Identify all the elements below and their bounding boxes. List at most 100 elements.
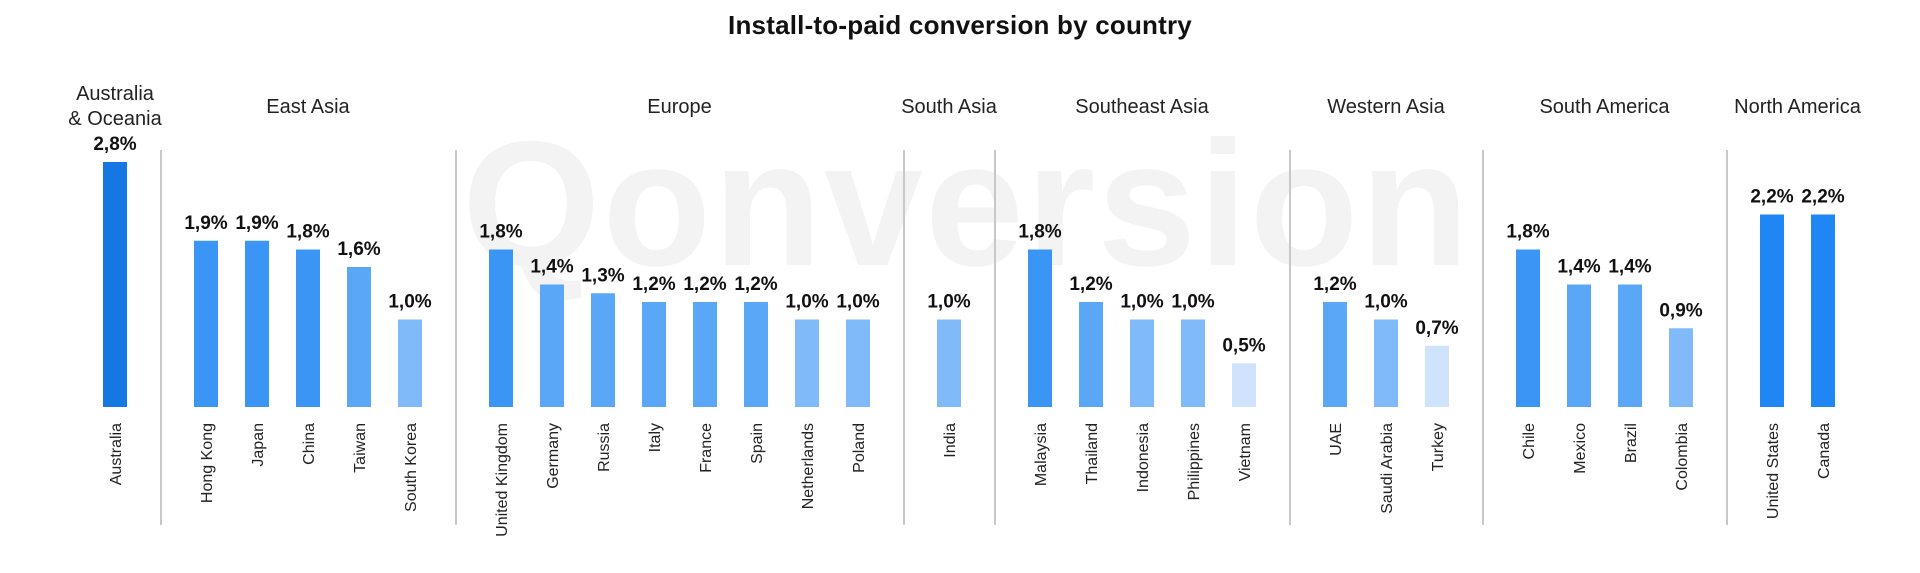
- region-label-east-asia: East Asia: [266, 96, 350, 118]
- bar-saudi-arabia: [1374, 319, 1398, 407]
- bar-south-korea: [398, 319, 422, 407]
- bar-poland: [846, 319, 870, 407]
- value-label-uae: 1,2%: [1313, 274, 1356, 295]
- category-label-south-korea: South Korea: [403, 423, 420, 512]
- value-label-hong-kong: 1,9%: [184, 213, 227, 234]
- value-labels: 2,8% 1,9% 1,9% 1,8% 1,6% 1,0% 1,8% 1,4% 1,3% 1,2%…: [93, 134, 1844, 356]
- bar-thailand: [1079, 302, 1103, 407]
- bar-japan: [245, 240, 269, 407]
- value-label-philippines: 1,0%: [1171, 292, 1214, 313]
- chart-title: Install-to-paid conversion by country: [728, 10, 1192, 40]
- category-label-china: China: [301, 423, 318, 465]
- value-label-taiwan: 1,6%: [337, 239, 380, 260]
- bar-spain: [744, 302, 768, 407]
- category-label-canada: Canada: [1816, 423, 1833, 479]
- bar-netherlands: [795, 319, 819, 407]
- region-label-south-asia: South Asia: [901, 96, 998, 118]
- category-label-italy: Italy: [647, 423, 664, 452]
- category-label-colombia: Colombia: [1674, 423, 1691, 491]
- category-label-russia: Russia: [596, 423, 613, 472]
- category-label-australia: Australia: [108, 423, 125, 485]
- value-label-united-states: 2,2%: [1750, 187, 1793, 208]
- value-label-south-korea: 1,0%: [388, 292, 431, 313]
- bar-indonesia: [1130, 319, 1154, 407]
- region-label-southeast-asia: Southeast Asia: [1075, 96, 1209, 118]
- category-label-malaysia: Malaysia: [1033, 423, 1050, 486]
- value-label-france: 1,2%: [683, 274, 726, 295]
- value-label-thailand: 1,2%: [1069, 274, 1112, 295]
- bar-mexico: [1567, 284, 1591, 407]
- bar-united-kingdom: [489, 249, 513, 407]
- category-label-hong-kong: Hong Kong: [199, 423, 216, 503]
- value-label-italy: 1,2%: [632, 274, 675, 295]
- value-label-turkey: 0,7%: [1415, 318, 1458, 339]
- category-label-vietnam: Vietnam: [1237, 423, 1254, 481]
- value-label-saudi-arabia: 1,0%: [1364, 292, 1407, 313]
- bars: [103, 162, 1835, 407]
- region-label-europe: Europe: [647, 96, 712, 118]
- value-label-china: 1,8%: [286, 222, 329, 243]
- bar-canada: [1811, 214, 1835, 407]
- bar-uae: [1323, 302, 1347, 407]
- category-label-mexico: Mexico: [1572, 423, 1589, 474]
- value-label-chile: 1,8%: [1506, 222, 1549, 243]
- value-label-mexico: 1,4%: [1557, 257, 1600, 278]
- value-label-vietnam: 0,5%: [1222, 335, 1265, 356]
- bar-brazil: [1618, 284, 1642, 407]
- bar-malaysia: [1028, 249, 1052, 407]
- category-label-indonesia: Indonesia: [1135, 423, 1152, 492]
- region-label-north-america: North America: [1734, 96, 1862, 118]
- group-dividers: [160, 150, 1728, 525]
- value-label-japan: 1,9%: [235, 213, 278, 234]
- value-label-malaysia: 1,8%: [1018, 222, 1061, 243]
- category-label-spain: Spain: [749, 423, 766, 464]
- region-label-western-asia: Western Asia: [1327, 96, 1445, 118]
- bar-russia: [591, 293, 615, 407]
- value-label-brazil: 1,4%: [1608, 257, 1651, 278]
- category-label-poland: Poland: [851, 423, 868, 473]
- category-label-thailand: Thailand: [1084, 423, 1101, 484]
- category-label-saudi-arabia: Saudi Arabia: [1379, 423, 1396, 514]
- value-label-netherlands: 1,0%: [785, 292, 828, 313]
- region-label-australia-oceania: Australia: [76, 83, 155, 105]
- category-labels: Australia Hong Kong Japan China Taiwan South …: [108, 423, 1833, 537]
- region-label-south-america: South America: [1539, 96, 1670, 118]
- bar-france: [693, 302, 717, 407]
- value-label-spain: 1,2%: [734, 274, 777, 295]
- bar-italy: [642, 302, 666, 407]
- category-label-france: France: [698, 423, 715, 473]
- region-labels: Australia & Oceania East Asia Europe South A…: [68, 83, 1861, 130]
- category-label-uae: UAE: [1328, 423, 1345, 456]
- category-label-netherlands: Netherlands: [800, 423, 817, 509]
- category-label-philippines: Philippines: [1186, 423, 1203, 500]
- bar-turkey: [1425, 345, 1449, 407]
- bar-chile: [1516, 249, 1540, 407]
- bar-taiwan: [347, 267, 371, 407]
- category-label-chile: Chile: [1521, 423, 1538, 460]
- value-label-india: 1,0%: [927, 292, 970, 313]
- category-label-germany: Germany: [545, 423, 562, 489]
- value-label-indonesia: 1,0%: [1120, 292, 1163, 313]
- bar-india: [937, 319, 961, 407]
- value-label-poland: 1,0%: [836, 292, 879, 313]
- category-label-turkey: Turkey: [1430, 423, 1447, 471]
- value-label-australia: 2,8%: [93, 134, 136, 155]
- value-label-united-kingdom: 1,8%: [479, 222, 522, 243]
- bar-australia: [103, 162, 127, 407]
- value-label-canada: 2,2%: [1801, 187, 1844, 208]
- region-label-australia-oceania: & Oceania: [68, 108, 162, 130]
- category-label-united-states: United States: [1765, 423, 1782, 519]
- value-label-russia: 1,3%: [581, 265, 624, 286]
- bar-vietnam: [1232, 363, 1256, 407]
- bar-germany: [540, 284, 564, 407]
- category-label-united-kingdom: United Kingdom: [494, 423, 511, 537]
- bar-united-states: [1760, 214, 1784, 407]
- bar-colombia: [1669, 328, 1693, 407]
- bar-hong-kong: [194, 240, 218, 407]
- category-label-brazil: Brazil: [1623, 423, 1640, 463]
- category-label-japan: Japan: [250, 423, 267, 467]
- value-label-germany: 1,4%: [530, 257, 573, 278]
- bar-china: [296, 249, 320, 407]
- value-label-colombia: 0,9%: [1659, 300, 1702, 321]
- category-label-india: India: [942, 423, 959, 458]
